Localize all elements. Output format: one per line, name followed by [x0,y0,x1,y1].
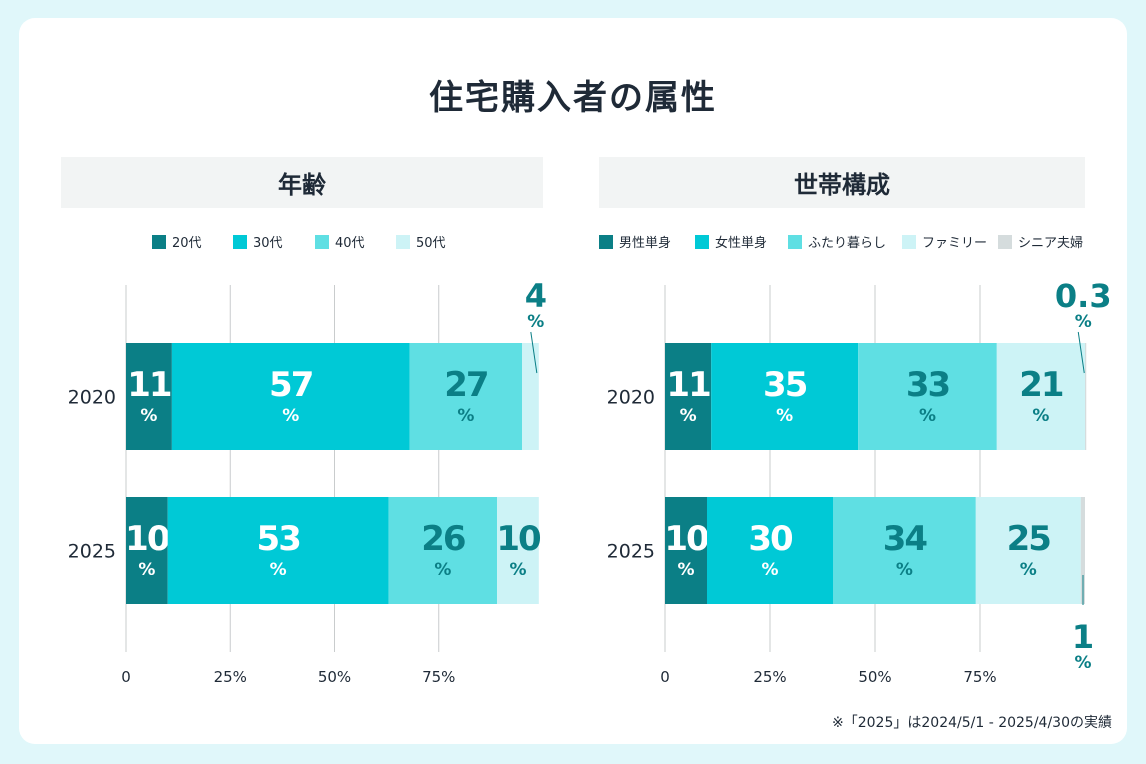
age-bar-segment [167,497,389,604]
age-data-label-unit: % [138,560,155,580]
household-callout-label-unit: % [1075,312,1092,332]
household-category-label: 2025 [607,541,655,563]
age-category-label: 2025 [68,541,116,563]
household-bar-segment [1085,343,1087,450]
age-panel-header: 年齢 [61,157,543,208]
household-bar-segment [665,497,707,604]
age-data-label: 26 [421,519,465,559]
age-legend-label: 50代 [416,236,446,251]
household-data-label: 25 [1007,519,1051,559]
household-callout-label: 0.3 [1055,277,1112,315]
age-bar-segment [126,497,168,604]
household-data-label-unit: % [1020,560,1037,580]
age-data-label-unit: % [509,560,526,580]
household-bar-segment [996,343,1085,450]
household-data-label-unit: % [677,560,694,580]
household-bar-segment [858,343,997,450]
age-data-label-unit: % [434,560,451,580]
age-legend-swatch [315,235,329,249]
age-category-label: 2020 [68,387,116,409]
age-bar-segment [126,343,172,450]
household-data-label-unit: % [896,560,913,580]
household-legend-label: 男性単身 [619,235,671,251]
household-x-tick-label: 0 [660,668,670,686]
household-legend-swatch [695,235,709,249]
household-data-label: 21 [1019,365,1063,405]
age-data-label-unit: % [282,406,299,426]
age-bar-segment [409,343,523,450]
age-callout-label: 4 [525,277,547,315]
age-legend-label: 20代 [172,236,202,251]
household-data-label: 11 [666,365,710,405]
household-x-tick-label: 75% [963,668,996,686]
age-data-label: 10 [496,519,541,559]
household-callout-label-unit: % [1074,653,1091,673]
age-bar-segment [388,497,498,604]
household-x-tick-label: 50% [858,668,891,686]
age-data-label-unit: % [457,406,474,426]
age-callout-label-unit: % [527,312,544,332]
household-data-label: 35 [763,365,807,405]
household-legend-swatch [902,235,916,249]
household-x-tick-label: 25% [753,668,786,686]
age-bar-segment [497,497,539,604]
household-legend-label: ふたり暮らし [808,236,886,251]
household-callout-label: 1 [1072,618,1094,656]
age-data-label: 11 [127,365,171,405]
household-legend-label: ファミリー [922,236,987,251]
age-legend-swatch [152,235,166,249]
age-data-label: 10 [125,519,170,559]
household-data-label-unit: % [761,560,778,580]
household-data-label: 34 [883,519,928,559]
age-legend-swatch [396,235,410,249]
age-legend-label: 40代 [335,236,365,251]
household-callout-line [1077,331,1085,374]
household-legend-swatch [998,235,1012,249]
household-data-label-unit: % [776,406,793,426]
age-legend-label: 30代 [253,236,283,251]
footnote: ※「2025」は2024/5/1 - 2025/4/30の実績 [832,715,1112,731]
household-legend-label: 女性単身 [715,235,767,251]
household-data-label: 33 [906,365,949,405]
household-category-label: 2020 [607,387,655,409]
age-x-tick-label: 25% [214,668,247,686]
household-data-label-unit: % [680,406,697,426]
household-panel-header: 世帯構成 [599,157,1085,208]
household-bar-segment [711,343,859,450]
age-x-tick-label: 0 [121,668,131,686]
age-callout-line [530,331,538,374]
age-x-tick-label: 75% [422,668,455,686]
household-bar-segment [707,497,833,604]
age-data-label: 27 [444,365,487,405]
age-x-tick-label: 50% [318,668,351,686]
household-bar-segment [975,497,1081,604]
age-bar-segment [522,343,539,450]
household-bar-segment [665,343,712,450]
page-title: 住宅購入者の属性 [429,78,717,118]
age-data-label-unit: % [270,560,287,580]
household-data-label: 10 [664,519,709,559]
household-data-label: 30 [748,519,793,559]
age-legend-swatch [233,235,247,249]
household-legend-label: シニア夫婦 [1018,235,1083,251]
household-legend-swatch [788,235,802,249]
age-data-label-unit: % [140,406,157,426]
household-legend-swatch [599,235,613,249]
household-bar-segment [1080,497,1085,604]
age-bar-segment [171,343,410,450]
age-data-label: 57 [269,365,312,405]
age-data-label: 53 [257,519,300,559]
household-data-label-unit: % [919,406,936,426]
household-data-label-unit: % [1032,406,1049,426]
household-bar-segment [833,497,976,604]
